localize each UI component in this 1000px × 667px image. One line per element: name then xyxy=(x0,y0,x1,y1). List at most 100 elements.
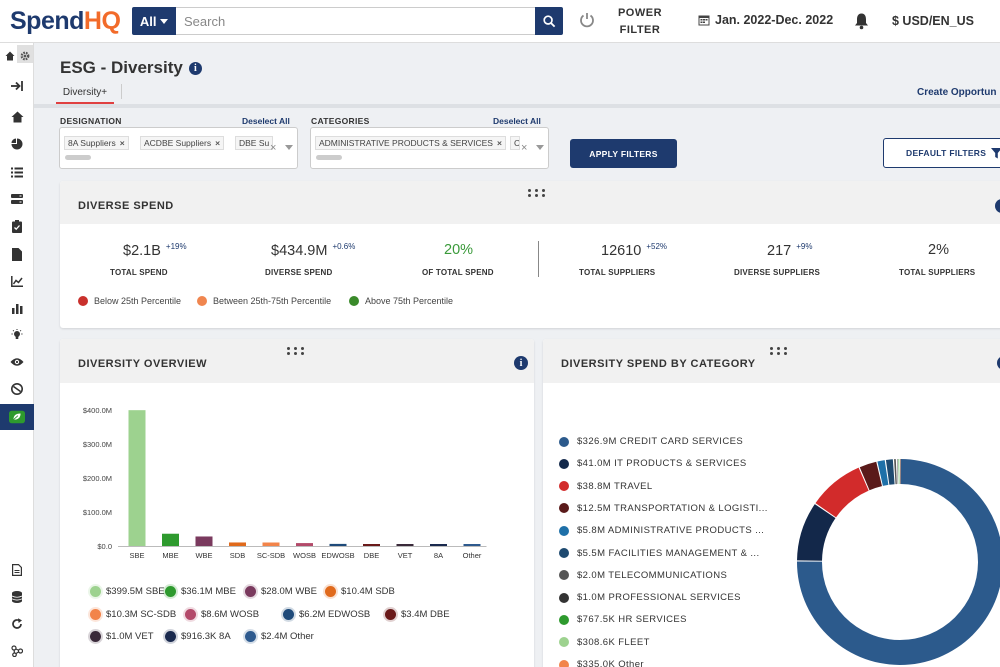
network-icon[interactable] xyxy=(9,643,25,659)
designation-chip[interactable]: ACDBE Suppliers × xyxy=(140,136,225,150)
category-legend-item[interactable]: $5.8M ADMINISTRATIVE PRODUCTS ... xyxy=(559,525,764,536)
legend-item[interactable]: $28.0M WBE xyxy=(245,586,317,597)
gear-icon[interactable] xyxy=(17,48,33,64)
category-legend-item[interactable]: $38.8M TRAVEL xyxy=(559,481,653,492)
category-legend-item[interactable]: $41.0M IT PRODUCTS & SERVICES xyxy=(559,458,747,469)
legend-item[interactable]: $1.0M VET xyxy=(90,631,154,642)
donut-slice[interactable] xyxy=(877,460,889,486)
category-legend-item[interactable]: $2.0M TELECOMMUNICATIONS xyxy=(559,570,727,581)
refresh-icon[interactable] xyxy=(9,616,25,632)
tab-diversity-plus[interactable]: Diversity+ xyxy=(56,84,114,104)
home-icon[interactable] xyxy=(9,109,25,125)
donut-slice[interactable] xyxy=(897,459,899,485)
clear-icon[interactable]: × xyxy=(270,142,277,154)
donut-slice[interactable] xyxy=(894,459,897,485)
search-input[interactable] xyxy=(176,7,535,35)
pie-chart-icon[interactable] xyxy=(9,136,25,152)
designation-deselect-all[interactable]: Deselect All xyxy=(242,116,290,126)
category-legend-item[interactable]: $12.5M TRANSPORTATION & LOGISTI... xyxy=(559,503,768,514)
categories-deselect-all[interactable]: Deselect All xyxy=(493,116,541,126)
search-scope-dropdown[interactable]: All xyxy=(132,7,176,35)
create-opportunity-link[interactable]: Create Opportun xyxy=(917,87,997,98)
list-icon[interactable] xyxy=(9,164,25,180)
bar[interactable] xyxy=(463,544,481,546)
expand-sidebar-icon[interactable] xyxy=(9,78,25,94)
bar[interactable] xyxy=(162,533,179,546)
search-button[interactable] xyxy=(535,7,563,35)
bar[interactable] xyxy=(363,544,380,546)
bar[interactable] xyxy=(396,544,414,546)
info-icon[interactable] xyxy=(997,356,1000,370)
drag-handle-icon[interactable] xyxy=(287,347,305,355)
category-chip[interactable]: ADMINISTRATIVE PRODUCTS & SERVICES × xyxy=(315,136,506,150)
caret-down-icon[interactable] xyxy=(536,145,544,150)
category-legend-item[interactable]: $326.9M CREDIT CARD SERVICES xyxy=(559,436,743,447)
donut-slice[interactable] xyxy=(797,504,836,561)
globe-icon[interactable] xyxy=(9,381,25,397)
category-legend-item[interactable]: $1.0M PROFESSIONAL SERVICES xyxy=(559,592,741,603)
bar[interactable] xyxy=(128,410,146,546)
info-icon[interactable]: i xyxy=(188,61,202,75)
category-legend-item[interactable]: $308.6K FLEET xyxy=(559,637,650,648)
legend-swatch xyxy=(185,609,196,620)
legend-item[interactable]: $399.5M SBE xyxy=(90,586,165,597)
bar[interactable] xyxy=(329,543,347,546)
caret-down-icon[interactable] xyxy=(285,145,293,150)
chip-remove-icon[interactable]: × xyxy=(119,138,125,148)
bar[interactable] xyxy=(296,543,313,546)
date-range-selector[interactable]: Jan. 2022-Dec. 2022 xyxy=(698,13,833,27)
donut-slice[interactable] xyxy=(815,467,869,518)
legend-item[interactable]: $8.6M WOSB xyxy=(185,609,259,620)
clear-icon[interactable]: × xyxy=(521,142,528,154)
info-icon[interactable] xyxy=(995,199,1000,213)
eye-icon[interactable] xyxy=(9,354,25,370)
chip-remove-icon[interactable]: × xyxy=(496,138,502,148)
legend-item[interactable]: $3.4M DBE xyxy=(385,609,450,620)
legend-item[interactable]: $36.1M MBE xyxy=(165,586,236,597)
line-chart-icon[interactable] xyxy=(9,273,25,289)
bar[interactable] xyxy=(195,536,213,546)
donut-slice[interactable] xyxy=(859,461,882,491)
category-legend-item[interactable]: $335.0K Other xyxy=(559,659,644,667)
currency-locale-selector[interactable]: $ USD/EN_US xyxy=(892,14,974,28)
legend-label: $10.4M SDB xyxy=(341,586,395,597)
default-filters-button[interactable]: DEFAULT FILTERS xyxy=(883,138,1000,168)
report-document-icon[interactable] xyxy=(9,562,25,578)
server-icon[interactable] xyxy=(9,191,25,207)
category-donut-chart xyxy=(797,459,1000,665)
category-legend-item[interactable]: $5.5M FACILITIES MANAGEMENT & ... xyxy=(559,548,759,559)
donut-slice[interactable] xyxy=(885,459,895,485)
legend-item[interactable]: $2.4M Other xyxy=(245,631,314,642)
database-icon[interactable] xyxy=(9,589,25,605)
logo[interactable]: SpendHQ xyxy=(10,7,121,35)
legend-item[interactable]: $6.2M EDWOSB xyxy=(283,609,370,620)
drag-handle-icon[interactable] xyxy=(528,189,546,197)
lightbulb-icon[interactable] xyxy=(9,327,25,343)
designation-chip[interactable]: DBE Su xyxy=(235,136,273,150)
info-icon[interactable]: i xyxy=(514,356,528,370)
bar[interactable] xyxy=(262,542,280,546)
card-header xyxy=(60,339,534,383)
clipboard-icon[interactable] xyxy=(9,218,25,234)
category-chip[interactable]: C xyxy=(510,136,520,150)
drag-handle-icon[interactable] xyxy=(770,347,788,355)
donut-slice[interactable] xyxy=(898,459,900,485)
bar[interactable] xyxy=(229,542,246,546)
bell-icon[interactable] xyxy=(853,12,870,30)
power-filter-button[interactable]: POWER FILTER xyxy=(617,7,663,36)
bar[interactable] xyxy=(430,544,447,546)
leaf-icon xyxy=(9,409,25,425)
designation-chip[interactable]: 8A Suppliers × xyxy=(64,136,129,150)
legend-item[interactable]: $10.3M SC-SDB xyxy=(90,609,176,620)
category-legend-item[interactable]: $767.5K HR SERVICES xyxy=(559,614,687,625)
categories-multiselect[interactable]: ADMINISTRATIVE PRODUCTS & SERVICES × C × xyxy=(310,127,549,169)
home-small-icon[interactable] xyxy=(2,48,18,64)
document-icon[interactable] xyxy=(9,246,25,262)
bar-chart-icon[interactable] xyxy=(9,300,25,316)
apply-filters-button[interactable]: APPLY FILTERS xyxy=(570,139,677,168)
legend-item[interactable]: $916.3K 8A xyxy=(165,631,231,642)
designation-multiselect[interactable]: 8A Suppliers × ACDBE Suppliers × DBE Su × xyxy=(59,127,298,169)
power-icon[interactable] xyxy=(578,11,596,29)
legend-item[interactable]: $10.4M SDB xyxy=(325,586,395,597)
chip-remove-icon[interactable]: × xyxy=(215,138,221,148)
